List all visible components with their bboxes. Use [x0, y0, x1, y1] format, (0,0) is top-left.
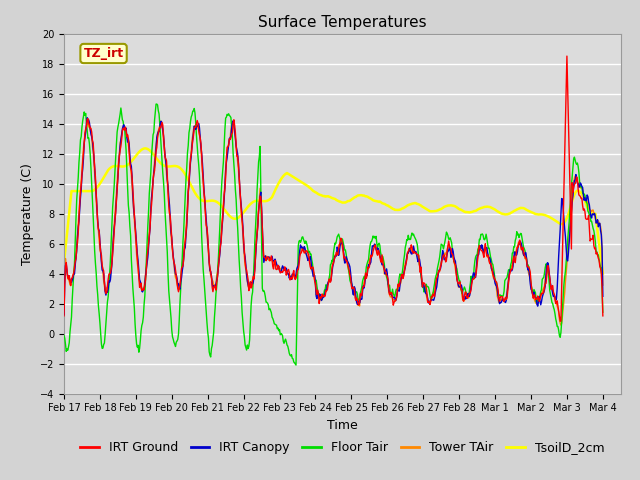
TsoilD_2cm: [326, 194, 333, 200]
Line: Tower TAir: Tower TAir: [64, 121, 603, 325]
TsoilD_2cm: [550, 217, 558, 223]
Line: IRT Ground: IRT Ground: [64, 56, 603, 321]
Tower TAir: [179, 255, 187, 261]
Tower TAir: [378, 257, 386, 263]
Tower TAir: [599, 282, 607, 288]
IRT Ground: [179, 264, 186, 270]
IRT Ground: [378, 259, 385, 265]
Floor Tair: [551, 311, 559, 316]
IRT Ground: [563, 53, 571, 59]
IRT Ground: [202, 210, 209, 216]
Floor Tair: [153, 101, 161, 107]
Line: IRT Canopy: IRT Canopy: [64, 118, 603, 315]
TsoilD_2cm: [378, 200, 386, 206]
Tower TAir: [202, 221, 210, 227]
TsoilD_2cm: [60, 260, 68, 265]
IRT Canopy: [202, 215, 210, 221]
IRT Canopy: [179, 263, 187, 269]
Tower TAir: [550, 294, 558, 300]
IRT Ground: [556, 318, 564, 324]
IRT Ground: [431, 294, 438, 300]
IRT Canopy: [83, 115, 91, 120]
IRT Canopy: [550, 293, 558, 299]
Tower TAir: [60, 288, 68, 294]
IRT Ground: [550, 289, 557, 295]
Floor Tair: [292, 362, 300, 368]
IRT Ground: [60, 313, 68, 319]
Text: TZ_irt: TZ_irt: [83, 47, 124, 60]
IRT Canopy: [60, 312, 68, 318]
Tower TAir: [557, 322, 564, 328]
IRT Ground: [599, 313, 607, 319]
Tower TAir: [326, 278, 333, 284]
TsoilD_2cm: [141, 145, 148, 151]
Floor Tair: [432, 273, 440, 279]
Tower TAir: [431, 288, 439, 293]
IRT Ground: [325, 276, 333, 282]
Line: TsoilD_2cm: TsoilD_2cm: [64, 148, 603, 274]
IRT Canopy: [326, 277, 333, 283]
Y-axis label: Temperature (C): Temperature (C): [21, 163, 35, 264]
Floor Tair: [179, 238, 187, 244]
IRT Canopy: [378, 262, 386, 268]
Floor Tair: [60, 333, 68, 338]
TsoilD_2cm: [179, 168, 187, 174]
TsoilD_2cm: [431, 208, 439, 214]
Title: Surface Temperatures: Surface Temperatures: [258, 15, 427, 30]
Floor Tair: [202, 309, 210, 314]
TsoilD_2cm: [599, 271, 607, 276]
IRT Canopy: [431, 290, 439, 296]
Floor Tair: [326, 262, 334, 267]
TsoilD_2cm: [202, 198, 210, 204]
IRT Canopy: [599, 293, 607, 299]
Legend: IRT Ground, IRT Canopy, Floor Tair, Tower TAir, TsoilD_2cm: IRT Ground, IRT Canopy, Floor Tair, Towe…: [76, 436, 609, 459]
Floor Tair: [379, 254, 387, 260]
Floor Tair: [599, 309, 607, 315]
X-axis label: Time: Time: [327, 419, 358, 432]
Line: Floor Tair: Floor Tair: [64, 104, 603, 365]
Tower TAir: [157, 118, 164, 124]
